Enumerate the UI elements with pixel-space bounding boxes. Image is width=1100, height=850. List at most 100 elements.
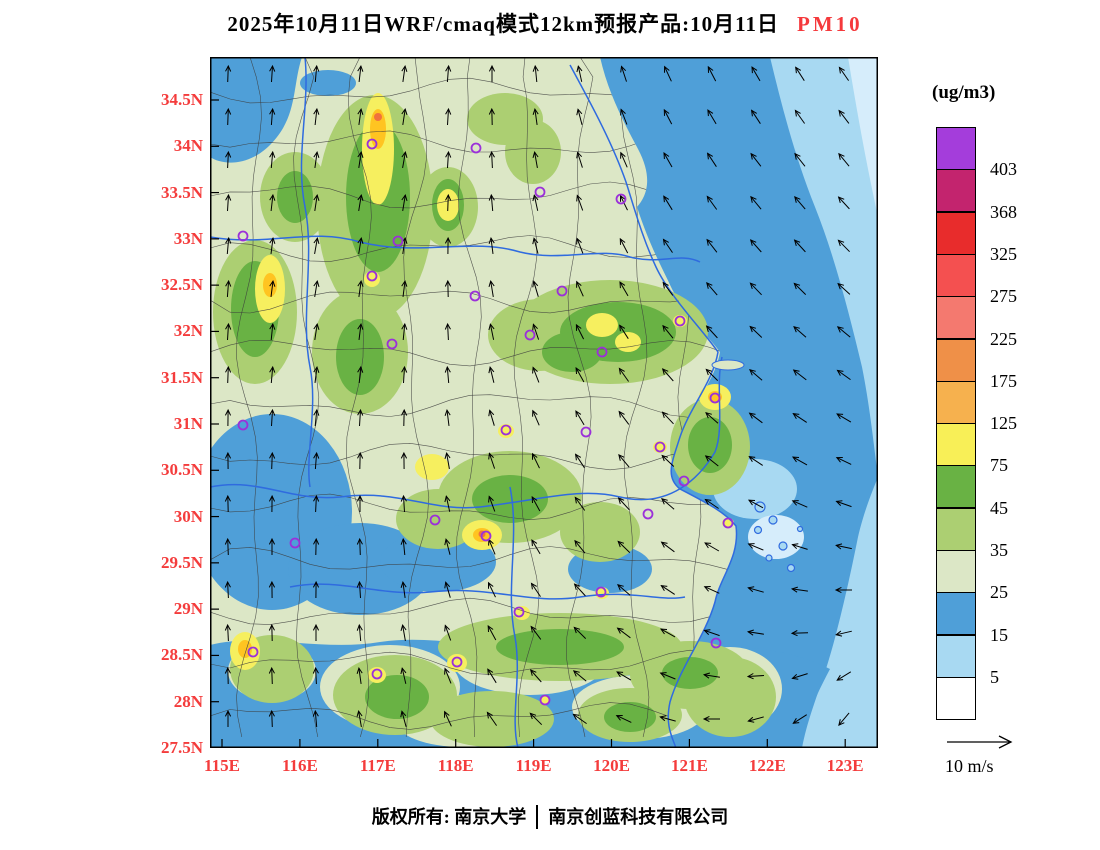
legend-level-label: 325	[990, 243, 1017, 264]
station-marker	[480, 530, 492, 542]
legend-scale: 403 368 325 275 225 175 125 75 45 35 25 15 5	[936, 127, 1096, 727]
lat-tick-label: 32.5N	[160, 275, 203, 295]
station-marker	[710, 637, 722, 649]
station-marker	[556, 285, 568, 297]
station-marker	[366, 138, 378, 150]
legend-color-box	[936, 465, 976, 509]
station-marker-layer	[237, 138, 734, 706]
station-marker	[513, 606, 525, 618]
station-marker	[451, 656, 463, 668]
lat-tick-label: 30.5N	[160, 460, 203, 480]
station-marker	[386, 338, 398, 350]
legend-level-label: 45	[990, 497, 1008, 518]
station-marker	[654, 441, 666, 453]
station-marker	[237, 419, 249, 431]
map-area	[210, 57, 878, 749]
lon-tick-label: 121E	[670, 756, 708, 775]
legend-color-box	[936, 507, 976, 551]
station-marker	[469, 290, 481, 302]
lat-tick-label: 29N	[173, 599, 203, 619]
legend-level-label: 25	[990, 582, 1008, 603]
chart-title-text: 2025年10月11日WRF/cmaq模式12km预报产品:10月11日	[227, 12, 779, 36]
map-frame	[210, 57, 878, 748]
lon-tick-label: 117E	[359, 756, 396, 775]
legend-level-label: 225	[990, 328, 1017, 349]
station-marker	[534, 186, 546, 198]
map-canvas	[210, 57, 878, 749]
station-marker	[289, 537, 301, 549]
legend-color-box	[936, 296, 976, 340]
footer-divider	[536, 805, 539, 829]
station-marker	[366, 270, 378, 282]
lat-tick-label: 33N	[173, 228, 203, 248]
pollutant-label: PM10	[797, 12, 863, 36]
wind-reference-label: 10 m/s	[945, 756, 994, 776]
copyright-company: 南京创蓝科技有限公司	[548, 807, 729, 827]
station-marker	[642, 508, 654, 520]
province-boundaries-layer	[210, 57, 804, 748]
legend-color-box	[936, 676, 976, 720]
legend-color-box	[936, 592, 976, 636]
river-yangtze-line	[210, 356, 723, 509]
wind-reference-arrow	[947, 735, 1013, 749]
legend-level-label: 175	[990, 370, 1017, 391]
station-marker	[247, 646, 259, 658]
legend-level-label: 75	[990, 455, 1008, 476]
legend-level-label: 125	[990, 413, 1017, 434]
latitude-axis: 34.5N 34N 33.5N 33N 32.5N 32N 31.5N 31N 30.5N 30N…	[125, 0, 203, 850]
station-marker	[674, 315, 686, 327]
station-marker	[595, 586, 607, 598]
station-marker	[580, 426, 592, 438]
lon-tick-label: 119E	[515, 756, 552, 775]
legend-color-box	[936, 169, 976, 213]
copyright-owner: 版权所有: 南京大学	[371, 807, 527, 827]
wind-vector-layer	[224, 64, 852, 728]
legend-level-label: 403	[990, 159, 1017, 180]
legend-color-box	[936, 634, 976, 678]
station-marker	[392, 235, 404, 247]
color-legend: (ug/m3) 403 368 325 275 225 175 125 75 45 35 25 15 5	[932, 82, 1097, 742]
station-marker	[429, 514, 441, 526]
station-marker	[596, 346, 608, 358]
legend-color-box	[936, 253, 976, 297]
lat-tick-label: 30N	[173, 506, 203, 526]
lat-tick-label: 28.5N	[160, 645, 203, 665]
legend-level-label: 5	[990, 666, 999, 687]
legend-color-box	[936, 423, 976, 467]
station-marker	[237, 230, 249, 242]
lat-tick-label: 33.5N	[160, 182, 203, 202]
legend-color-box	[936, 338, 976, 382]
longitude-axis: 115E 116E 117E 118E 119E 120E 121E 122E 123E	[0, 755, 1100, 781]
lat-tick-label: 32N	[173, 321, 203, 341]
county-boundaries-layer	[210, 57, 737, 738]
lon-tick-label: 123E	[826, 756, 864, 775]
lat-tick-label: 31.5N	[160, 367, 203, 387]
lat-tick-label: 27.5N	[160, 737, 203, 757]
lat-tick-label: 28N	[173, 691, 203, 711]
lat-tick-label: 34.5N	[160, 90, 203, 109]
legend-color-box	[936, 380, 976, 424]
lon-tick-label: 115E	[204, 756, 240, 775]
islands	[711, 359, 804, 573]
station-marker	[615, 193, 627, 205]
copyright-footer: 版权所有: 南京大学 南京创蓝科技有限公司	[0, 803, 1100, 829]
lon-tick-label: 120E	[593, 756, 630, 775]
legend-color-box	[936, 211, 976, 255]
station-marker	[524, 329, 536, 341]
coastline	[569, 64, 738, 748]
station-marker	[678, 475, 690, 487]
station-marker	[709, 392, 721, 404]
station-marker	[539, 694, 551, 706]
wind-reference: 10 m/s	[945, 733, 1065, 783]
lat-tick-label: 31N	[173, 413, 203, 433]
lon-tick-label: 118E	[437, 756, 474, 775]
lat-tick-label: 34N	[173, 136, 203, 156]
lon-tick-label: 122E	[748, 756, 786, 775]
legend-unit-label: (ug/m3)	[932, 82, 996, 103]
station-marker	[500, 424, 512, 436]
legend-level-label: 35	[990, 540, 1008, 560]
chart-title: 2025年10月11日WRF/cmaq模式12km预报产品:10月11日 PM10	[100, 8, 990, 38]
lon-tick-label: 116E	[281, 756, 318, 775]
legend-level-label: 15	[990, 624, 1008, 645]
